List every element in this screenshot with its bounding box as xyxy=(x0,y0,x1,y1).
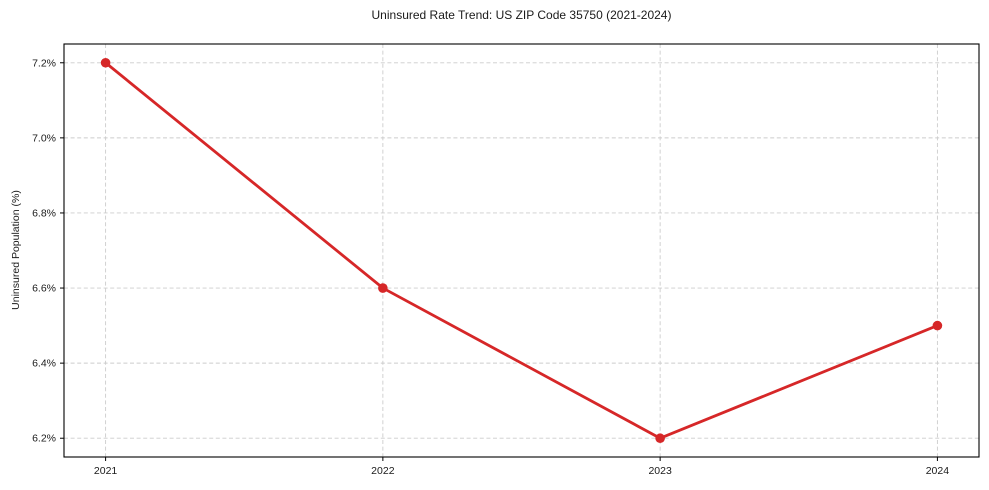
data-point xyxy=(100,57,111,68)
x-tick-label: 2024 xyxy=(926,465,950,477)
y-tick-label: 6.8% xyxy=(32,207,56,219)
data-point xyxy=(932,320,943,331)
y-tick-label: 6.2% xyxy=(32,433,56,445)
y-tick-label: 6.4% xyxy=(32,358,56,370)
x-tick-label: 2022 xyxy=(371,465,395,477)
y-tick-label: 6.6% xyxy=(32,283,56,295)
x-tick-label: 2021 xyxy=(94,465,118,477)
y-tick-label: 7.0% xyxy=(32,132,56,144)
chart-title: Uninsured Rate Trend: US ZIP Code 35750 … xyxy=(371,8,672,22)
y-tick-label: 7.2% xyxy=(32,57,56,69)
x-tick-label: 2023 xyxy=(648,465,672,477)
trend-line xyxy=(104,61,939,440)
data-point xyxy=(378,283,388,293)
plot-frame xyxy=(63,43,980,458)
data-point xyxy=(655,433,665,444)
